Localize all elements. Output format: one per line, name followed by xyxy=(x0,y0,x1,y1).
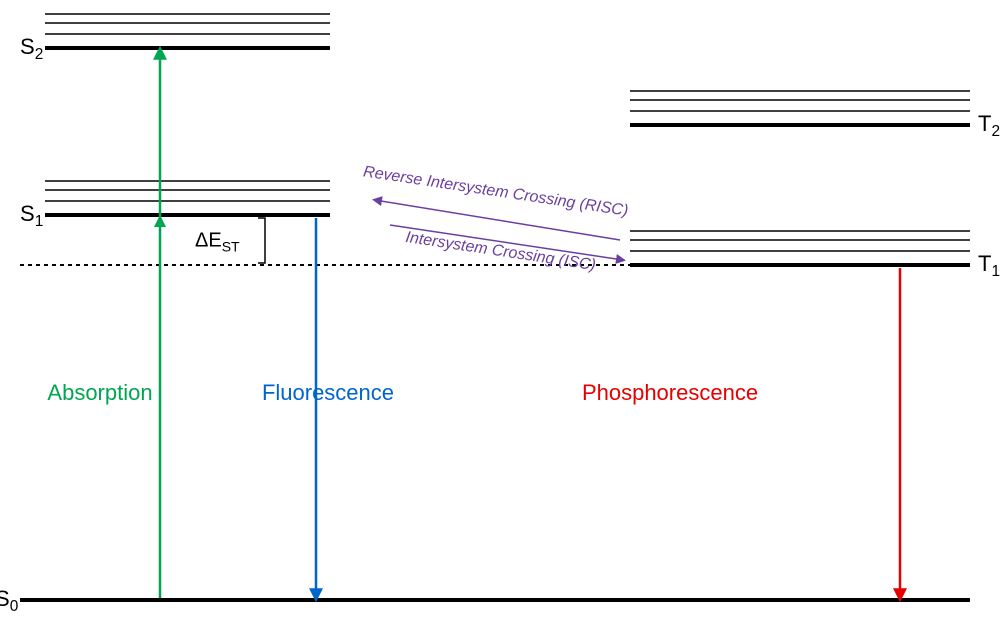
label-S2: S2 xyxy=(20,34,43,63)
dE-label: ΔEST xyxy=(195,230,240,255)
label-T1: T1 xyxy=(978,251,1000,280)
phosphorescence-label: Phosphorescence xyxy=(582,380,758,405)
dE-bracket xyxy=(258,218,265,263)
fluorescence-label: Fluorescence xyxy=(262,380,394,405)
label-T2: T2 xyxy=(978,111,1000,140)
label-S1: S1 xyxy=(20,201,43,230)
absorption-label: Absorption xyxy=(47,380,152,405)
label-S0: S0 xyxy=(0,586,18,615)
risc-label: Reverse Intersystem Crossing (RISC) xyxy=(362,163,629,219)
